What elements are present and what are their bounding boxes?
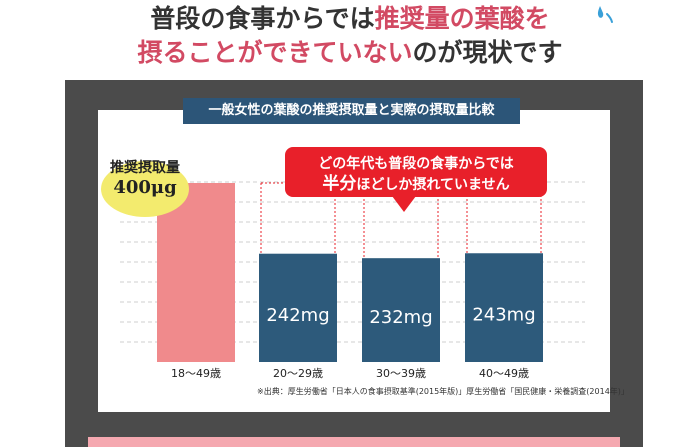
panel-bottom-strip	[88, 437, 620, 447]
bar-20〜29歳	[259, 253, 337, 362]
chart-title: 一般女性の葉酸の推奨摂取量と実際の摂取量比較	[183, 98, 520, 124]
recommended-badge	[101, 161, 189, 217]
bar-value-label: 243mg	[472, 305, 535, 326]
callout-bubble	[285, 147, 547, 197]
headline-line1: 普段の食事からでは推奨量の葉酸を	[150, 4, 549, 33]
bar-value-label: 232mg	[369, 307, 432, 328]
bar-40〜49歳	[465, 253, 543, 362]
recommended-value: 400μg	[113, 177, 177, 198]
bar-value-label: 242mg	[266, 305, 329, 326]
recommended-label: 推奨摂取量 400μg	[104, 159, 186, 199]
category-label: 40〜49歳	[479, 367, 529, 380]
source-note: ※出典：厚生労働省「日本人の食事摂取基準(2015年版)」厚生労働省「国民健康・…	[257, 387, 629, 396]
category-label: 30〜39歳	[376, 367, 426, 380]
headline-highlight: 推奨量の葉酸を	[374, 4, 550, 33]
callout-emphasis: 半分	[322, 174, 357, 194]
callout-tail	[392, 196, 416, 212]
headline: 普段の食事からでは推奨量の葉酸を 摂ることができていないのが現状です	[0, 2, 700, 70]
headline-line2: 摂ることができていないのが現状です	[0, 36, 700, 70]
callout-text: どの年代も普段の食事からでは 半分ほどしか摂れていません	[300, 154, 532, 195]
bar-30〜39歳	[362, 258, 440, 362]
callout-line2: ほどしか摂れていません	[356, 177, 510, 193]
callout-line1: どの年代も普段の食事からでは	[318, 156, 514, 172]
sweat-drop-icon	[597, 6, 613, 23]
recommended-label-text: 推奨摂取量	[110, 160, 180, 176]
headline-highlight: 摂ることができていない	[137, 38, 413, 67]
category-label: 18〜49歳	[171, 367, 221, 380]
bar-18〜49歳	[157, 183, 235, 362]
headline-text: のが現状です	[412, 38, 563, 67]
headline-text: 普段の食事からでは	[150, 4, 375, 33]
category-label: 20〜29歳	[273, 367, 323, 380]
